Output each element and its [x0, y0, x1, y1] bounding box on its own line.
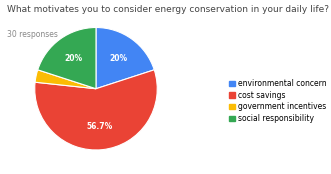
Wedge shape	[35, 70, 96, 89]
Text: 20%: 20%	[65, 54, 83, 62]
Wedge shape	[38, 27, 96, 89]
Text: What motivates you to consider energy conservation in your daily life?: What motivates you to consider energy co…	[7, 5, 329, 14]
Text: 30 responses: 30 responses	[7, 30, 58, 39]
Text: 56.7%: 56.7%	[87, 122, 113, 131]
Legend: environmental concern, cost savings, government incentives, social responsibilit: environmental concern, cost savings, gov…	[229, 78, 327, 124]
Wedge shape	[96, 27, 154, 89]
Text: 20%: 20%	[109, 54, 127, 62]
Wedge shape	[35, 70, 157, 150]
